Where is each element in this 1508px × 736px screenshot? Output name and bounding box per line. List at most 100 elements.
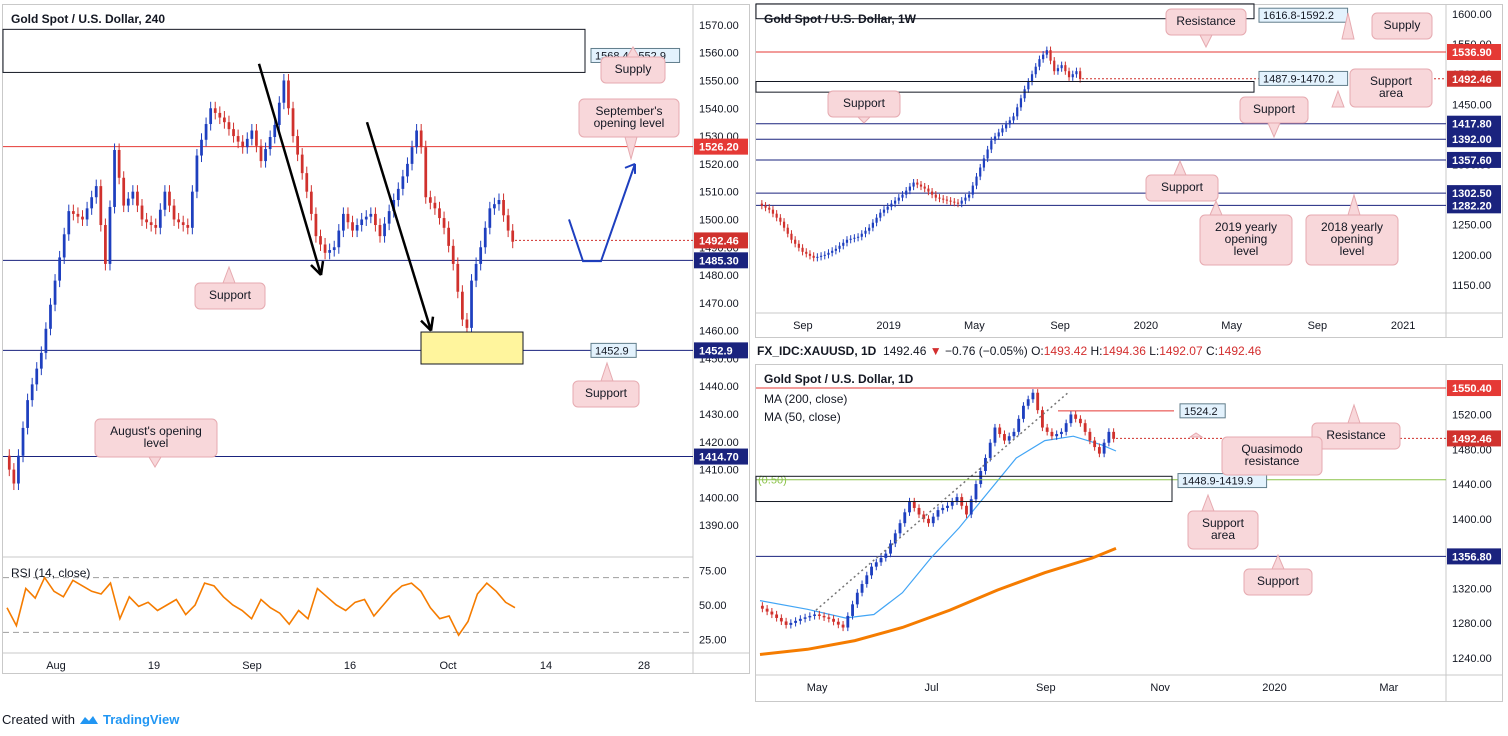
candle-body <box>927 518 930 524</box>
candle-body <box>779 617 783 622</box>
candle-body <box>53 280 57 305</box>
candle-body <box>401 176 405 189</box>
candle-body <box>223 117 226 123</box>
y-tick-label: 1440.00 <box>1452 479 1492 491</box>
infobar-low: 1492.07 <box>1159 344 1203 358</box>
candle-body <box>864 230 867 234</box>
ma200-line <box>759 547 1117 656</box>
y-tick-label: 1250.00 <box>1452 220 1492 232</box>
candle-body <box>99 186 103 226</box>
h4-chart-panel[interactable]: 1570.00 1560.00 1550.00 1540.00 1530.00 1520.… <box>2 4 750 674</box>
candle-body <box>30 384 34 401</box>
candle-body <box>803 617 807 619</box>
zone-label: 1452.9 <box>595 345 629 357</box>
candle-body <box>1003 434 1006 441</box>
y-tick-label: 1240.00 <box>1452 653 1492 665</box>
x-tick-label: 2020 <box>1134 320 1158 332</box>
level-price-label: 1452.9 <box>699 345 733 357</box>
chart-title: Gold Spot / U.S. Dollar, 240 <box>11 12 165 26</box>
candle-body <box>1064 65 1067 72</box>
y-tick-label: 1520.00 <box>1452 409 1492 421</box>
candle-body <box>1012 431 1016 437</box>
candle-body <box>255 130 258 146</box>
x-tick-label: May <box>964 320 985 332</box>
candle-body <box>893 533 897 544</box>
annotation-label: Support <box>1253 102 1296 116</box>
y-tick-label: 1320.00 <box>1452 583 1492 595</box>
candle-body <box>360 219 364 226</box>
candle-body <box>35 368 39 385</box>
level-price-label: 1392.00 <box>1452 134 1492 146</box>
daily-chart-panel[interactable]: 1520.00 1480.00 1440.00 1400.00 1320.00 1280.… <box>755 364 1503 702</box>
annotation-label: Resistance <box>1176 14 1236 28</box>
candle-body <box>782 221 786 228</box>
candle-body <box>812 255 815 258</box>
annotation-callout-box <box>1187 510 1259 550</box>
candle-body <box>145 219 148 223</box>
candle-body <box>927 188 930 192</box>
candle-body <box>960 200 963 204</box>
candle-body <box>886 206 889 210</box>
chart-title: Gold Spot / U.S. Dollar, 1D <box>764 372 914 386</box>
annotation-label: Supply <box>1384 18 1421 32</box>
candle-body <box>945 199 949 201</box>
annotation-callout-pointer <box>1267 122 1281 139</box>
candle-body <box>1016 107 1019 117</box>
candle-body <box>765 608 769 612</box>
candle-body <box>934 194 937 198</box>
candle-body <box>930 191 934 195</box>
candle-body <box>209 108 213 125</box>
infobar-high: 1494.36 <box>1102 344 1146 358</box>
candle-body <box>1067 71 1071 78</box>
candle-body <box>1053 60 1056 72</box>
annotation-label: Support <box>1370 74 1413 88</box>
candle-body <box>44 328 48 353</box>
x-tick-label: 16 <box>344 660 356 672</box>
annotation-callout-pointer <box>1271 553 1285 570</box>
footer: Created with TradingView <box>2 712 179 727</box>
footer-brand[interactable]: TradingView <box>102 712 180 727</box>
level-price-label: 1282.20 <box>1452 200 1492 212</box>
support-zone-rect <box>755 475 1173 503</box>
candle-body <box>113 149 116 207</box>
candle-body <box>968 194 971 198</box>
candle-body <box>975 176 978 186</box>
level-price-tag <box>694 342 748 359</box>
y-tick-label: 1410.00 <box>699 465 739 477</box>
candle-body <box>273 124 277 138</box>
candle-body <box>502 200 505 216</box>
last-price-tag <box>1447 430 1501 447</box>
annotation-callout-box <box>1199 214 1293 266</box>
candle-body <box>328 250 332 253</box>
annotation-label: resistance <box>1245 454 1300 468</box>
last-price-tag <box>694 232 748 249</box>
candle-body <box>845 239 849 243</box>
candle-body <box>875 217 878 223</box>
candle-body <box>912 501 916 508</box>
candle-body <box>794 620 798 623</box>
candle-body <box>168 191 171 206</box>
infobar-l-label: L: <box>1149 344 1160 358</box>
annotation-label: September's <box>596 104 663 118</box>
y-tick-label: 1400.00 <box>1452 514 1492 526</box>
weekly-chart-panel[interactable]: 1600.001550.001500.001450.001350.001250.… <box>755 3 1503 338</box>
last-price-label: 1492.46 <box>1452 74 1492 86</box>
candle-body <box>1060 65 1063 69</box>
candle-body <box>827 252 830 255</box>
candle-body <box>342 213 345 231</box>
annotation-label: Supply <box>615 62 652 76</box>
annotation-label: Support <box>209 288 252 302</box>
candle-body <box>94 186 98 198</box>
candle-body <box>882 209 886 213</box>
candle-body <box>291 108 295 137</box>
candle-body <box>1075 71 1078 75</box>
candle-body <box>988 442 992 458</box>
zone-label: 1487.9-1470.2 <box>1263 73 1334 85</box>
candle-body <box>917 507 921 515</box>
level-price-tag <box>1447 43 1501 60</box>
level-price-tag <box>1447 185 1501 202</box>
candle-body <box>428 197 432 203</box>
candle-body <box>1022 405 1025 419</box>
annotation-callout-pointer <box>1209 199 1223 216</box>
rsi-tick-label: 75.00 <box>699 566 727 578</box>
